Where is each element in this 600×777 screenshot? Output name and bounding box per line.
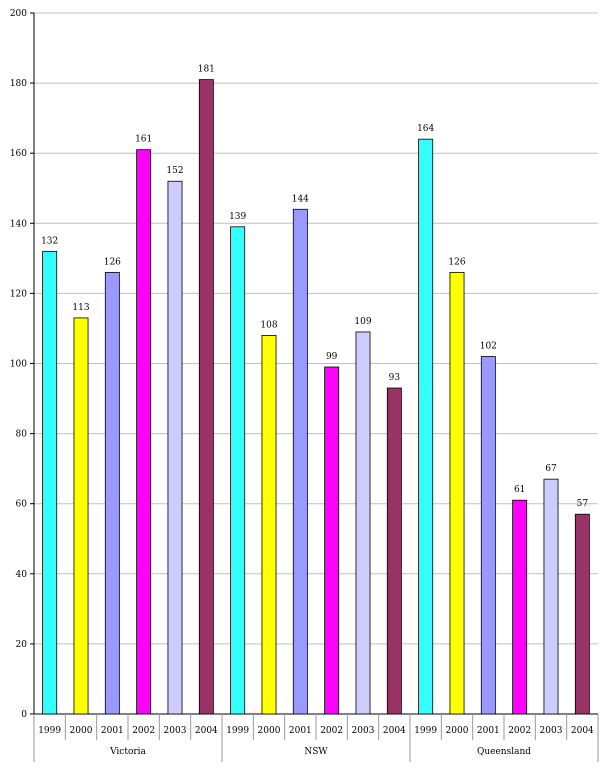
bar (136, 149, 152, 715)
y-tick-label: 100 (10, 360, 27, 370)
y-tick-label: 40 (16, 570, 28, 580)
y-tick-label: 140 (10, 219, 27, 229)
y-tick-label: 200 (10, 9, 27, 19)
data-label: 139 (229, 212, 246, 222)
bar (167, 180, 183, 715)
data-label: 67 (545, 464, 557, 474)
bar (104, 271, 120, 715)
x-tick-label-year: 1999 (414, 726, 437, 736)
data-label: 109 (354, 317, 371, 327)
data-label: 57 (577, 499, 589, 509)
x-tick-label-year: 2003 (540, 726, 563, 736)
gridlines (34, 12, 598, 645)
x-tick-label-year: 2000 (258, 726, 281, 736)
bar (198, 79, 214, 715)
bar (386, 387, 402, 715)
x-tick-label-year: 2004 (383, 726, 406, 736)
y-tick-label: 120 (10, 289, 27, 299)
data-label: 164 (417, 124, 434, 134)
data-label: 181 (198, 65, 215, 75)
bar (292, 208, 308, 715)
y-tick-label: 20 (16, 640, 28, 650)
y-tick-label: 180 (10, 79, 27, 89)
bar (418, 138, 434, 715)
data-label: 152 (166, 166, 183, 176)
x-tick-label-year: 2000 (70, 726, 93, 736)
bar (42, 250, 58, 715)
x-tick-label-year: 1999 (38, 726, 61, 736)
axes (30, 12, 599, 762)
x-group-label: Victoria (109, 747, 146, 757)
x-tick-label-year: 2004 (195, 726, 218, 736)
bar (230, 226, 246, 715)
bar (73, 317, 89, 715)
data-label: 144 (292, 194, 309, 204)
x-tick-label-year: 2003 (164, 726, 187, 736)
bar (512, 499, 528, 715)
y-tick-label: 160 (10, 149, 27, 159)
x-tick-label-year: 2000 (446, 726, 469, 736)
data-label: 132 (41, 236, 58, 246)
data-label: 102 (480, 341, 497, 351)
bar (574, 513, 590, 715)
data-label: 161 (135, 135, 152, 145)
bar (324, 366, 340, 715)
x-tick-label-year: 2004 (571, 726, 594, 736)
data-label: 93 (389, 373, 401, 383)
y-tick-label: 80 (16, 430, 28, 440)
y-tick-label: 0 (21, 710, 27, 720)
x-tick-label-year: 2003 (352, 726, 375, 736)
x-tick-label-year: 2002 (132, 726, 155, 736)
bar (449, 271, 465, 715)
bar (480, 356, 496, 715)
data-label: 61 (514, 485, 525, 495)
x-tick-label-year: 2002 (320, 726, 343, 736)
data-label: 126 (104, 257, 121, 267)
x-group-label: Queensland (477, 747, 531, 757)
x-tick-label-year: 2001 (101, 726, 124, 736)
x-tick-label-year: 2001 (477, 726, 500, 736)
bars (42, 79, 590, 715)
bar (543, 478, 559, 715)
x-group-label: NSW (304, 747, 328, 757)
labels: 0 20 40 60 80 100 120 140 160 180 200 132 1999 113 200… (10, 9, 594, 757)
data-label: 108 (260, 320, 277, 330)
data-label: 126 (448, 257, 465, 267)
data-label: 99 (326, 352, 338, 362)
x-tick-label-year: 2002 (508, 726, 531, 736)
bar (355, 331, 371, 715)
x-tick-label-year: 2001 (289, 726, 312, 736)
y-tick-label: 60 (16, 500, 28, 510)
data-label: 113 (72, 303, 89, 313)
bar (261, 335, 277, 715)
x-tick-label-year: 1999 (226, 726, 249, 736)
